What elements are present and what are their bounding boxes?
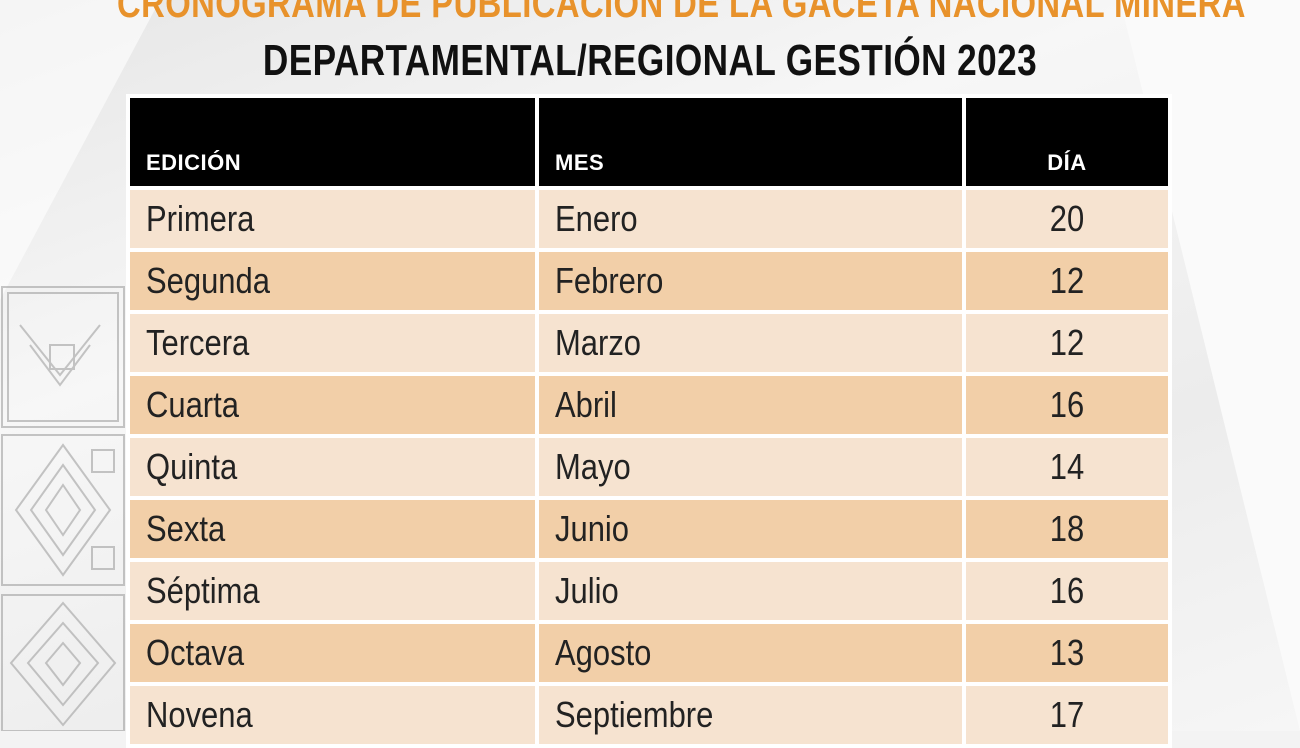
- edicion-cell: Novena: [130, 686, 535, 744]
- table-row: Cuarta Abril 16: [130, 376, 1168, 434]
- dia-cell: 18: [966, 500, 1168, 558]
- mes-text: Abril: [555, 384, 617, 425]
- edicion-text: Cuarta: [146, 384, 239, 425]
- table-row: Tercera Marzo 12: [130, 314, 1168, 372]
- edicion-cell: Quinta: [130, 438, 535, 496]
- column-header-edicion: EDICIÓN: [130, 98, 535, 186]
- schedule-table: EDICIÓN MES DÍA Primera Enero 20 Segunda…: [126, 94, 1172, 748]
- column-header-dia: DÍA: [966, 98, 1168, 186]
- edicion-cell: Octava: [130, 624, 535, 682]
- dia-cell: 12: [966, 252, 1168, 310]
- edicion-text: Sexta: [146, 508, 226, 549]
- mes-cell: Julio: [539, 562, 962, 620]
- dia-text: 17: [1049, 694, 1085, 735]
- mes-cell: Marzo: [539, 314, 962, 372]
- mes-text: Enero: [555, 198, 638, 239]
- mes-text: Julio: [555, 570, 619, 611]
- dia-text: 12: [1049, 322, 1085, 363]
- page-title-line1: CRONOGRAMA DE PUBLICACIÓN DE LA GACETA N…: [117, 0, 1246, 26]
- mes-text: Junio: [555, 508, 630, 549]
- dia-cell: 14: [966, 438, 1168, 496]
- edicion-text: Tercera: [146, 322, 250, 363]
- edicion-cell: Primera: [130, 190, 535, 248]
- dia-text: 12: [1049, 260, 1085, 301]
- edicion-cell: Tercera: [130, 314, 535, 372]
- dia-cell: 16: [966, 376, 1168, 434]
- edicion-cell: Sexta: [130, 500, 535, 558]
- column-header-mes: MES: [539, 98, 962, 186]
- edicion-text: Séptima: [146, 570, 260, 611]
- dia-text: 16: [1049, 384, 1085, 425]
- page-title-line2: DEPARTAMENTAL/REGIONAL GESTIÓN 2023: [262, 36, 1038, 85]
- dia-text: 18: [1049, 508, 1085, 549]
- table-row: Octava Agosto 13: [130, 624, 1168, 682]
- mes-text: Septiembre: [555, 694, 714, 735]
- edicion-cell: Cuarta: [130, 376, 535, 434]
- table-row: Segunda Febrero 12: [130, 252, 1168, 310]
- dia-cell: 17: [966, 686, 1168, 744]
- andean-pattern-ornament: [1, 286, 125, 731]
- table-header-row: EDICIÓN MES DÍA: [130, 98, 1168, 186]
- mes-cell: Febrero: [539, 252, 962, 310]
- dia-text: 13: [1049, 632, 1085, 673]
- mes-cell: Septiembre: [539, 686, 962, 744]
- table-row: Quinta Mayo 14: [130, 438, 1168, 496]
- edicion-text: Octava: [146, 632, 245, 673]
- edicion-cell: Séptima: [130, 562, 535, 620]
- table-row: Novena Septiembre 17: [130, 686, 1168, 744]
- edicion-text: Novena: [146, 694, 253, 735]
- mes-text: Febrero: [555, 260, 664, 301]
- dia-cell: 16: [966, 562, 1168, 620]
- mes-cell: Agosto: [539, 624, 962, 682]
- table-row: Primera Enero 20: [130, 190, 1168, 248]
- mes-text: Mayo: [555, 446, 631, 487]
- dia-cell: 12: [966, 314, 1168, 372]
- edicion-text: Segunda: [146, 260, 270, 301]
- mes-text: Agosto: [555, 632, 652, 673]
- edicion-text: Quinta: [146, 446, 238, 487]
- table-row: Séptima Julio 16: [130, 562, 1168, 620]
- mes-cell: Junio: [539, 500, 962, 558]
- dia-text: 16: [1049, 570, 1085, 611]
- dia-text: 14: [1049, 446, 1085, 487]
- edicion-cell: Segunda: [130, 252, 535, 310]
- mes-cell: Enero: [539, 190, 962, 248]
- mes-text: Marzo: [555, 322, 642, 363]
- dia-cell: 20: [966, 190, 1168, 248]
- dia-cell: 13: [966, 624, 1168, 682]
- table-row: Sexta Junio 18: [130, 500, 1168, 558]
- dia-text: 20: [1049, 198, 1085, 239]
- mes-cell: Abril: [539, 376, 962, 434]
- mes-cell: Mayo: [539, 438, 962, 496]
- edicion-text: Primera: [146, 198, 255, 239]
